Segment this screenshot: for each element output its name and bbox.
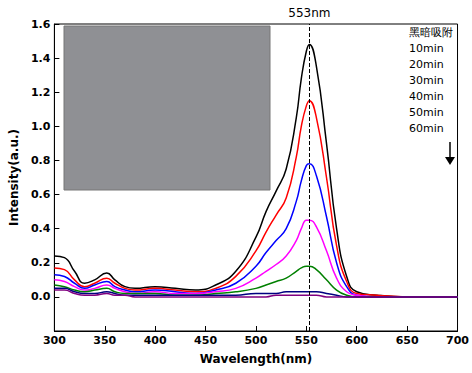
svg-text:40min: 40min — [409, 90, 444, 103]
svg-text:0.6: 0.6 — [31, 188, 51, 201]
svg-text:450: 450 — [194, 334, 217, 347]
svg-text:1.4: 1.4 — [31, 52, 51, 65]
svg-text:400: 400 — [144, 334, 167, 347]
svg-text:50min: 50min — [409, 106, 444, 119]
svg-text:700: 700 — [446, 334, 469, 347]
svg-text:600: 600 — [345, 334, 368, 347]
svg-text:1.6: 1.6 — [31, 18, 51, 31]
svg-text:500: 500 — [244, 334, 267, 347]
svg-text:60min: 60min — [409, 122, 444, 135]
svg-text:650: 650 — [396, 334, 419, 347]
svg-text:553nm: 553nm — [288, 6, 330, 20]
svg-text:30min: 30min — [409, 74, 444, 87]
svg-text:0.2: 0.2 — [31, 256, 51, 269]
svg-text:1.2: 1.2 — [31, 86, 51, 99]
svg-text:10min: 10min — [409, 42, 444, 55]
svg-text:350: 350 — [93, 334, 116, 347]
svg-text:黑暗吸附: 黑暗吸附 — [409, 26, 453, 39]
svg-text:0.4: 0.4 — [31, 222, 51, 235]
svg-text:300: 300 — [43, 334, 66, 347]
svg-text:550: 550 — [295, 334, 318, 347]
svg-text:0.8: 0.8 — [31, 154, 51, 167]
svg-text:0.0: 0.0 — [31, 290, 51, 303]
svg-text:Wavelength(nm): Wavelength(nm) — [200, 352, 313, 366]
svg-text:1.0: 1.0 — [31, 120, 51, 133]
svg-text:Intensity(a.u.): Intensity(a.u.) — [7, 129, 21, 226]
svg-text:20min: 20min — [409, 58, 444, 71]
